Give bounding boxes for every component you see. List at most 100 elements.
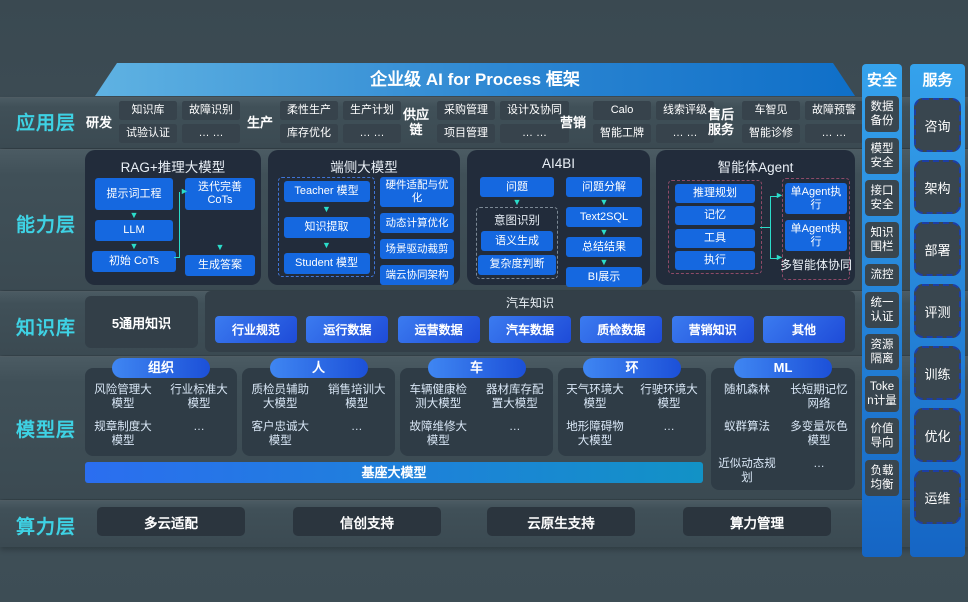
security-item: 统一认证 [865, 292, 899, 328]
auto-knowledge-title: 汽车知识 [505, 296, 554, 310]
edge-node: 动态计算优化 [380, 213, 454, 233]
app-group-items: 采购管理 设计及协同 项目管理 … … [437, 101, 569, 143]
app-group-after-sales: 售后服务 车智见 故障预警 智能诊修 … … [707, 101, 863, 143]
app-item: 生产计划 [343, 101, 402, 120]
knowledge-tag: 运行数据 [306, 316, 389, 343]
panel-agent: 智能体Agent 推理规划 记忆 工具 执行 单Agent执行 单Agent执行… [656, 150, 855, 285]
app-item: Calo [593, 101, 652, 120]
arrow-right-icon: ► [775, 190, 784, 200]
arrow-down-icon: ▼ [215, 242, 225, 252]
model-item: … [509, 421, 521, 433]
panel-title: 智能体Agent [717, 160, 794, 175]
app-item: 试验认证 [119, 124, 178, 143]
model-group-vehicle: 车 车辆健康检测大模型 器材库存配置大模型 故障维修大模型 … [400, 358, 553, 456]
base-model-bar: 基座大模型 [85, 462, 703, 483]
model-item: … [351, 421, 363, 433]
app-group-items: Calo 线索评级 智能工牌 … … [593, 101, 715, 143]
side-label-model-layer: 模型层 [15, 420, 76, 441]
app-item: … … [343, 124, 402, 143]
edge-node: Teacher 模型 [283, 180, 370, 202]
app-item: 故障预警 [805, 101, 863, 120]
ai4bi-left: 问题 ▼ 意图识别 语义生成 复杂度判断 [476, 177, 558, 279]
model-group-items: 风险管理大模型 行业标准大模型 规章制度大模型 … [85, 368, 237, 448]
model-item: 风险管理大模型 [94, 384, 152, 410]
edge-node: 场景驱动裁剪 [380, 239, 454, 259]
knowledge-tag: 汽车数据 [488, 316, 571, 343]
arrow-down-icon: ▼ [129, 241, 139, 251]
edge-optim-list: 硬件适配与优化 动态计算优化 场景驱动裁剪 端云协同架构 [380, 177, 454, 285]
app-item: 车智见 [742, 101, 800, 120]
agent-node: 推理规划 [675, 184, 755, 204]
panel-ai4bi: AI4BI 问题 ▼ 意图识别 语义生成 复杂度判断 问题分解 ▼ Text2S… [467, 150, 650, 287]
connector-line [174, 257, 180, 258]
rag-node: 提示词工程 [95, 178, 173, 210]
security-item: 模型安全 [865, 138, 899, 174]
side-label-compute-layer: 算力层 [15, 517, 76, 538]
model-group-pill: 环 [583, 358, 681, 378]
service-item: 训练 [914, 346, 961, 400]
arrow-down-icon: ▼ [322, 204, 331, 214]
app-group-label: 研发 [86, 114, 113, 130]
service-item: 优化 [914, 408, 961, 462]
model-group-items: 质检员辅助大模型 销售培训大模型 客户忠诚大模型 … [242, 368, 395, 448]
agent-node: 执行 [675, 250, 755, 270]
model-item: 行驶环境大模型 [640, 384, 698, 410]
model-item: 客户忠诚大模型 [251, 421, 310, 447]
agent-node: 单Agent执行 [785, 220, 847, 251]
arrow-down-icon: ▼ [129, 210, 139, 220]
auto-knowledge-box: 汽车知识 行业规范 运行数据 运营数据 汽车数据 质检数据 营销知识 其他 [205, 291, 855, 352]
security-item: 资源隔离 [865, 334, 899, 370]
edge-node: 知识提取 [283, 216, 370, 238]
rag-node: LLM [95, 220, 173, 241]
knowledge-tag: 质检数据 [580, 316, 663, 343]
model-item: … [813, 458, 825, 470]
compute-item: 信创支持 [293, 507, 441, 536]
edge-node: 硬件适配与优化 [380, 177, 454, 207]
model-item: 行业标准大模型 [170, 384, 228, 410]
side-label-app-layer: 应用层 [15, 113, 76, 134]
app-item: 智能诊修 [742, 124, 800, 143]
side-label-capability-layer: 能力层 [15, 215, 76, 236]
model-group-organization: 组织 风险管理大模型 行业标准大模型 规章制度大模型 … [85, 358, 237, 456]
rag-right-flow: 迭代完善CoTs ▼ 生成答案 [185, 178, 255, 276]
rag-node: 生成答案 [185, 255, 255, 276]
model-group-items: 车辆健康检测大模型 器材库存配置大模型 故障维修大模型 … [400, 368, 553, 448]
panel-edge-model: 端侧大模型 Teacher 模型 ▼ 知识提取 ▼ Student 模型 硬件适… [268, 150, 460, 285]
security-item: 价值导向 [865, 418, 899, 454]
panel-title: AI4BI [541, 156, 576, 171]
model-group-pill: 组织 [112, 358, 210, 378]
arrow-down-icon: ▼ [599, 197, 609, 207]
model-item: 器材库存配置大模型 [486, 384, 544, 410]
connector-line [770, 258, 778, 259]
model-item: 故障维修大模型 [409, 421, 468, 447]
app-item: 智能工牌 [593, 124, 652, 143]
model-group-people: 人 质检员辅助大模型 销售培训大模型 客户忠诚大模型 … [242, 358, 395, 456]
rag-node: 初始 CoTs [92, 251, 176, 272]
compute-item: 多云适配 [97, 507, 245, 536]
connector-line [770, 196, 778, 197]
model-group-items: 天气环境大模型 行驶环境大模型 地形障碍物大模型 … [558, 368, 706, 448]
arrow-down-icon: ▼ [322, 240, 331, 250]
arrow-down-icon: ▼ [599, 227, 609, 237]
agent-node: 单Agent执行 [785, 183, 847, 214]
ai4bi-node: 语义生成 [481, 231, 553, 251]
security-item: Token计量 [865, 376, 899, 412]
security-title: 安全 [866, 72, 897, 89]
model-item: 长短期记忆网络 [790, 384, 848, 410]
model-item: 地形障碍物大模型 [566, 421, 624, 447]
model-group-pill: ML [734, 358, 832, 378]
agent-node: 工具 [675, 228, 755, 248]
rag-node: 迭代完善CoTs [185, 178, 255, 210]
ai4bi-node: BI展示 [566, 267, 642, 287]
service-item: 架构 [914, 160, 961, 214]
side-label-knowledge-base: 知识库 [15, 318, 76, 339]
rag-left-flow: 提示词工程 ▼ LLM ▼ 初始 CoTs [92, 178, 176, 272]
app-group-rd: 研发 知识库 故障识别 试验认证 … … [86, 101, 241, 143]
app-group-label: 售后服务 [707, 107, 734, 137]
knowledge-tags: 行业规范 运行数据 运营数据 汽车数据 质检数据 营销知识 其他 [205, 311, 855, 343]
knowledge-tag: 运营数据 [397, 316, 480, 343]
knowledge-tag: 其他 [762, 316, 845, 343]
model-item: 天气环境大模型 [566, 384, 624, 410]
intent-box: 意图识别 语义生成 复杂度判断 [476, 207, 558, 279]
agent-executors-box: 单Agent执行 单Agent执行 多智能体协同 [780, 178, 852, 280]
